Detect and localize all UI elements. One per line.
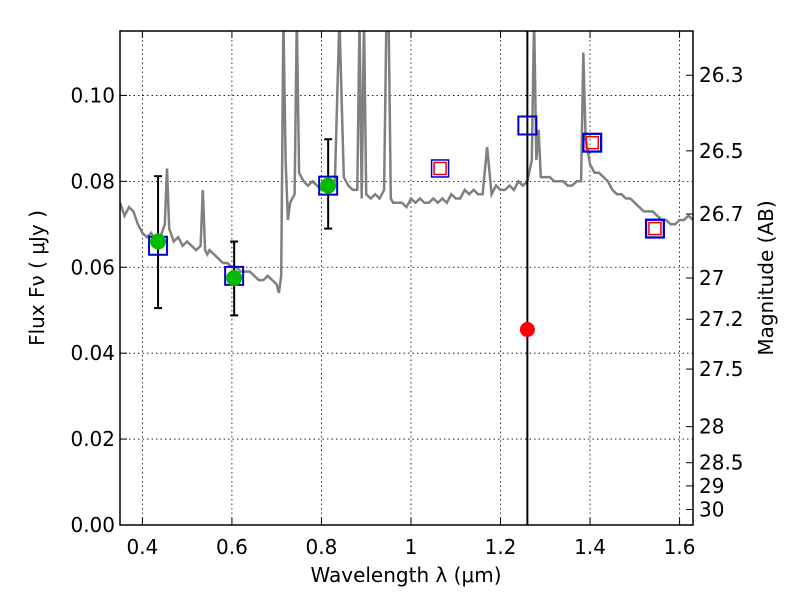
right-tick-label: 27.2: [699, 307, 744, 331]
x-tick-label: 0.6: [216, 535, 248, 559]
right-tick-label: 30: [699, 498, 724, 522]
x-axis-label: Wavelength λ (μm): [310, 563, 501, 587]
inner-box-outline: [583, 133, 602, 152]
y-tick-label: 0.00: [70, 513, 115, 537]
y-tick-label: 0.02: [70, 427, 115, 451]
x-tick-label: 1.4: [574, 535, 606, 559]
x-tick-label: 1.6: [664, 535, 696, 559]
spectrum-line: [120, 31, 693, 294]
y-axis-label: Flux Fν ( μJy ): [25, 210, 49, 346]
detection-point: [320, 177, 337, 194]
inner-box-outline: [430, 159, 450, 178]
y-tick-label: 0.10: [70, 83, 115, 107]
right-tick-label: 26.7: [699, 202, 744, 226]
inner-box-marker: [433, 161, 447, 176]
y-tick-label: 0.06: [70, 255, 115, 279]
x-tick-label: 1: [405, 535, 418, 559]
detection-point: [150, 233, 167, 250]
inner-box-marker: [648, 221, 662, 236]
right-tick-label: 27: [699, 266, 724, 290]
y-tick-label: 0.08: [70, 169, 115, 193]
right-tick-label: 26.5: [699, 139, 744, 163]
x-tick-label: 0.8: [306, 535, 338, 559]
right-tick-label: 28.5: [699, 451, 744, 475]
x-tick-label: 1.2: [485, 535, 517, 559]
y-tick-label: 0.04: [70, 341, 115, 365]
model-box-marker: [318, 175, 339, 196]
red-point: [519, 322, 535, 338]
right-axis-label: Magnitude (AB): [754, 200, 778, 355]
inner-box-marker: [585, 135, 600, 150]
right-tick-label: 27.5: [699, 357, 744, 381]
right-tick-label: 26.3: [699, 63, 744, 87]
x-tick-label: 0.4: [126, 535, 158, 559]
plot-frame: [119, 30, 694, 526]
grid-lines: [120, 31, 693, 526]
data-marks: [148, 115, 665, 338]
y-axis-ticks: 0.00 0.02 0.04 0.06 0.08 0.10: [70, 83, 127, 537]
right-tick-label: 28: [699, 415, 724, 439]
inner-box-outline: [645, 219, 665, 238]
x-axis-ticks: 0.4 0.6 0.8 1 1.2 1.4 1.6: [126, 31, 695, 559]
right-tick-label: 29: [699, 474, 724, 498]
model-box-marker: [517, 115, 538, 136]
detection-point: [226, 270, 243, 286]
